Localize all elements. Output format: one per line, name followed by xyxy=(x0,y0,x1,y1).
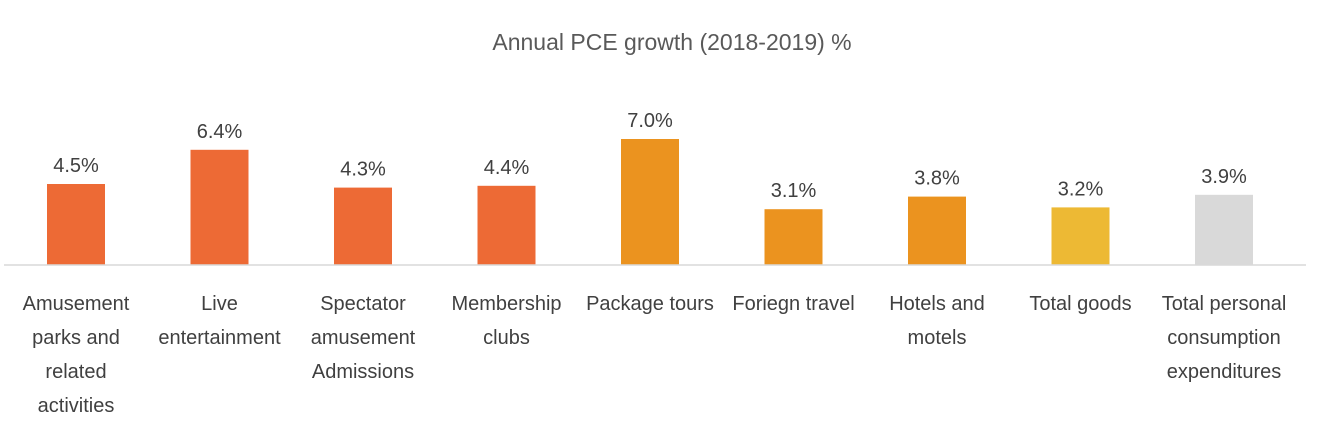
bars-layer xyxy=(47,139,1253,265)
data-label-2: 6.4% xyxy=(197,121,243,143)
data-label-1: 4.5% xyxy=(53,155,99,177)
category-label-9: Total personal consumption expenditures xyxy=(1162,293,1287,383)
data-label-9: 3.9% xyxy=(1201,166,1247,188)
data-label-6: 3.1% xyxy=(771,180,817,202)
bar-7 xyxy=(908,196,966,265)
category-label-line: activities xyxy=(38,395,115,417)
data-label-3: 4.3% xyxy=(340,159,386,181)
chart-title: Annual PCE growth (2018-2019) % xyxy=(492,29,851,55)
category-label-7: Hotels and motels xyxy=(889,293,985,349)
data-label-5: 7.0% xyxy=(627,110,673,132)
category-label-line: Spectator xyxy=(320,293,406,315)
category-label-4: Membership clubs xyxy=(451,293,561,349)
data-labels-layer: 4.5% 6.4% 4.3% 4.4% 7.0% 3.1% 3.8% 3.2% 3.9% xyxy=(53,110,1247,202)
bar-3 xyxy=(334,187,392,265)
category-label-line: parks and xyxy=(32,327,120,349)
category-label-2: Live entertainment xyxy=(158,293,281,349)
bar-8 xyxy=(1051,207,1110,265)
category-labels-layer: Amusement parks and related activities Live e… xyxy=(23,293,1287,417)
category-label-line: related xyxy=(45,361,106,383)
category-label-line: Foriegn travel xyxy=(732,293,854,315)
category-label-line: motels xyxy=(908,327,967,349)
category-label-8: Total goods xyxy=(1029,293,1131,315)
category-label-line: consumption xyxy=(1167,327,1280,349)
bar-5 xyxy=(621,139,679,265)
category-label-line: Membership xyxy=(451,293,561,315)
data-label-4: 4.4% xyxy=(484,157,530,179)
category-label-line: entertainment xyxy=(158,327,281,349)
bar-4 xyxy=(477,185,536,265)
category-label-line: Hotels and xyxy=(889,293,985,315)
category-label-line: expenditures xyxy=(1167,361,1282,383)
bar-2 xyxy=(190,149,249,265)
bar-9 xyxy=(1195,194,1253,265)
category-label-line: Live xyxy=(201,293,238,315)
category-label-line: Admissions xyxy=(312,361,414,383)
category-label-line: amusement xyxy=(311,327,416,349)
category-label-line: Total personal xyxy=(1162,293,1287,315)
category-label-line: clubs xyxy=(483,327,530,349)
category-label-line: Package tours xyxy=(586,293,714,315)
category-label-line: Amusement xyxy=(23,293,130,315)
category-label-5: Package tours xyxy=(586,293,714,315)
category-label-6: Foriegn travel xyxy=(732,293,854,315)
bar-1 xyxy=(47,184,105,265)
category-label-line: Total goods xyxy=(1029,293,1131,315)
category-label-1: Amusement parks and related activities xyxy=(23,293,130,417)
category-label-3: Spectator amusement Admissions xyxy=(311,293,416,383)
bar-6 xyxy=(764,209,823,265)
data-label-7: 3.8% xyxy=(914,168,960,190)
data-label-8: 3.2% xyxy=(1058,178,1104,200)
